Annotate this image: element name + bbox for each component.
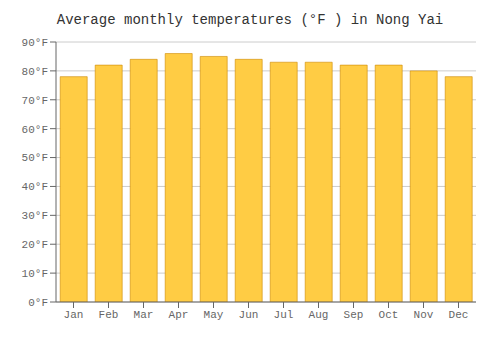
svg-text:60°F: 60°F [22,124,48,136]
svg-text:Jan: Jan [64,309,84,321]
svg-text:Jul: Jul [274,309,294,321]
svg-text:70°F: 70°F [22,95,48,107]
svg-text:Dec: Dec [449,309,469,321]
svg-text:10°F: 10°F [22,268,48,280]
svg-text:50°F: 50°F [22,152,48,164]
svg-text:May: May [204,309,224,321]
html-text:Average monthly temperatures (: Average monthly temperatures (°F ) in No… [56,12,444,28]
svg-text:0°F: 0°F [28,297,48,309]
svg-text:Apr: Apr [169,309,189,321]
svg-text:80°F: 80°F [22,66,48,78]
svg-text:20°F: 20°F [22,239,48,251]
svg-text:Mar: Mar [134,309,154,321]
svg-text:Aug: Aug [309,309,329,321]
svg-text:Feb: Feb [99,309,119,321]
svg-text:Jun: Jun [239,309,259,321]
svg-text:Nov: Nov [414,309,434,321]
svg-text:Sep: Sep [344,309,364,321]
svg-text:30°F: 30°F [22,210,48,222]
svg-text:40°F: 40°F [22,181,48,193]
svg-text:90°F: 90°F [22,37,48,49]
svg-text:Oct: Oct [379,309,399,321]
